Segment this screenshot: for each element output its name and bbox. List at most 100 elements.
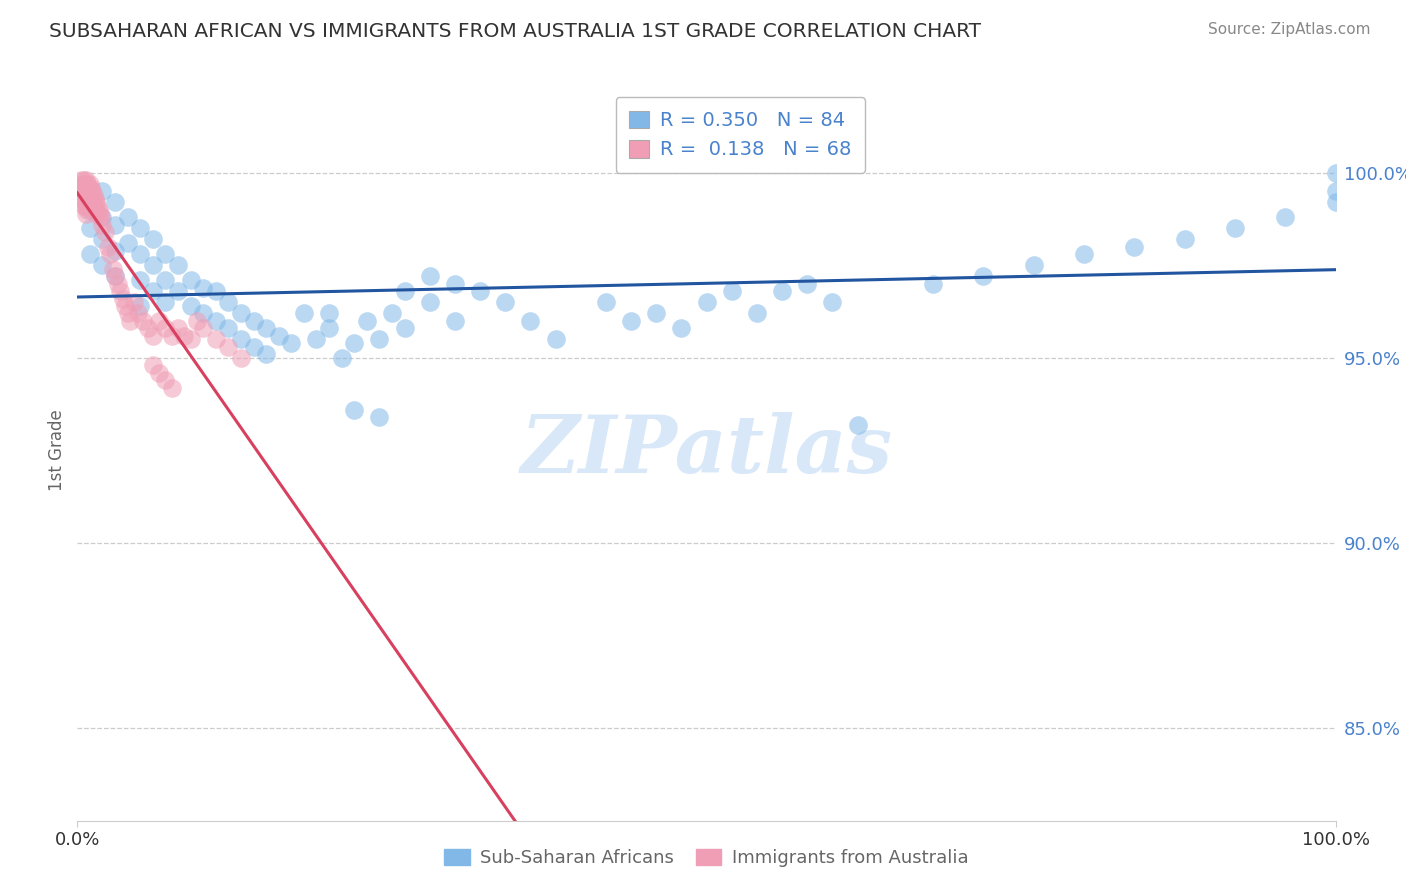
Point — [1274, 211, 1296, 225]
Point — [160, 328, 183, 343]
Point — [381, 306, 404, 320]
Point — [91, 232, 114, 246]
Point — [117, 211, 139, 225]
Point — [229, 351, 252, 365]
Point — [821, 295, 844, 310]
Point — [148, 314, 170, 328]
Point — [80, 180, 103, 194]
Point — [129, 247, 152, 261]
Point — [217, 321, 239, 335]
Point — [160, 380, 183, 394]
Point — [1324, 195, 1347, 210]
Point — [127, 306, 149, 320]
Point — [73, 177, 96, 191]
Point — [229, 332, 252, 346]
Point — [191, 306, 215, 320]
Point — [155, 321, 177, 335]
Point — [129, 299, 152, 313]
Point — [419, 269, 441, 284]
Point — [75, 206, 97, 220]
Point — [204, 285, 226, 299]
Point — [468, 285, 491, 299]
Point — [1223, 221, 1246, 235]
Point — [104, 195, 127, 210]
Point — [142, 285, 165, 299]
Point — [91, 184, 114, 198]
Point — [229, 306, 252, 320]
Point — [419, 295, 441, 310]
Point — [142, 232, 165, 246]
Point — [318, 321, 340, 335]
Legend: Sub-Saharan Africans, Immigrants from Australia: Sub-Saharan Africans, Immigrants from Au… — [437, 842, 976, 874]
Point — [79, 199, 101, 213]
Point — [368, 332, 391, 346]
Point — [191, 280, 215, 294]
Point — [770, 285, 793, 299]
Point — [91, 218, 114, 232]
Point — [79, 177, 101, 191]
Text: ZIPatlas: ZIPatlas — [520, 412, 893, 489]
Point — [254, 347, 277, 361]
Point — [720, 285, 742, 299]
Point — [142, 359, 165, 373]
Point — [101, 262, 124, 277]
Point — [104, 269, 127, 284]
Point — [180, 299, 202, 313]
Point — [72, 192, 94, 206]
Point — [254, 321, 277, 335]
Point — [186, 314, 208, 328]
Point — [76, 188, 98, 202]
Point — [84, 206, 107, 220]
Point — [72, 199, 94, 213]
Point — [117, 306, 139, 320]
Point — [180, 332, 202, 346]
Point — [104, 269, 127, 284]
Point — [242, 340, 264, 354]
Point — [70, 173, 93, 187]
Point — [267, 328, 290, 343]
Point — [696, 295, 718, 310]
Point — [444, 277, 467, 291]
Point — [167, 285, 190, 299]
Y-axis label: 1st Grade: 1st Grade — [48, 409, 66, 491]
Point — [94, 225, 117, 239]
Point — [796, 277, 818, 291]
Point — [922, 277, 945, 291]
Point — [1073, 247, 1095, 261]
Point — [73, 199, 96, 213]
Point — [72, 173, 94, 187]
Point — [173, 328, 195, 343]
Point — [180, 273, 202, 287]
Point — [356, 314, 378, 328]
Point — [846, 417, 869, 432]
Point — [343, 336, 366, 351]
Point — [96, 240, 118, 254]
Point — [79, 221, 101, 235]
Point — [90, 211, 112, 225]
Point — [79, 202, 101, 217]
Point — [72, 184, 94, 198]
Point — [645, 306, 668, 320]
Point — [671, 321, 693, 335]
Point — [1174, 232, 1197, 246]
Point — [107, 277, 129, 291]
Point — [343, 402, 366, 417]
Point — [73, 188, 96, 202]
Point — [1123, 240, 1146, 254]
Point — [117, 236, 139, 251]
Point — [84, 202, 107, 217]
Point — [111, 292, 134, 306]
Point — [76, 177, 98, 191]
Point — [89, 206, 111, 220]
Point — [122, 295, 145, 310]
Point — [91, 211, 114, 225]
Point — [75, 195, 97, 210]
Point — [148, 366, 170, 380]
Point — [82, 195, 104, 210]
Point — [83, 188, 105, 202]
Point — [129, 221, 152, 235]
Point — [318, 306, 340, 320]
Point — [80, 192, 103, 206]
Point — [82, 184, 104, 198]
Point — [1324, 166, 1347, 180]
